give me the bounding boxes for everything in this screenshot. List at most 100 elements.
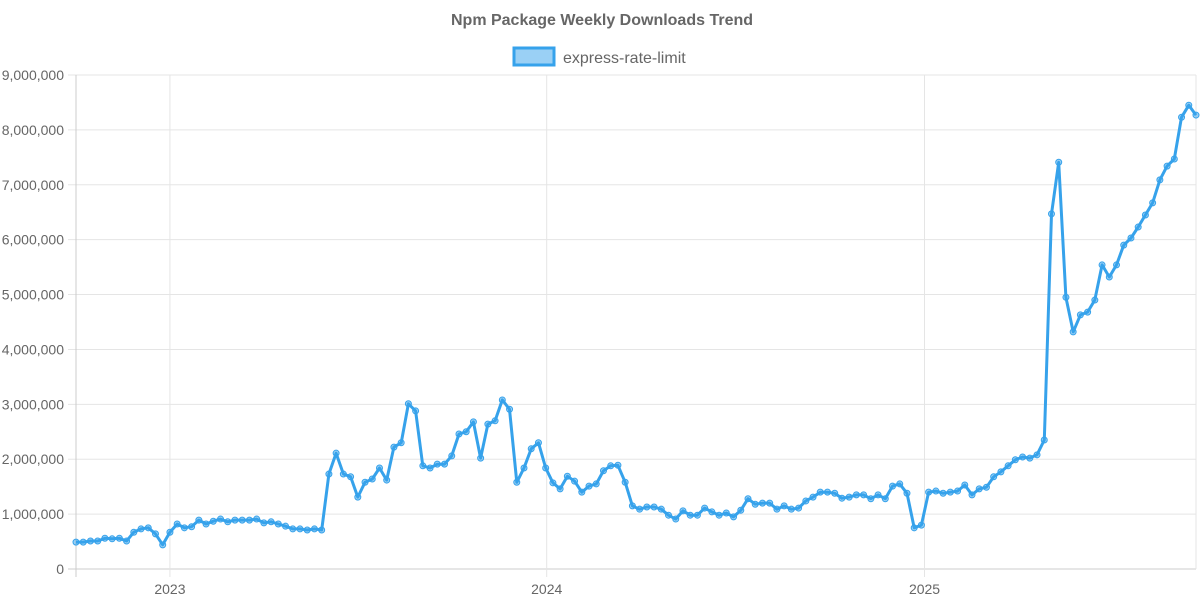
data-point[interactable] <box>650 503 658 511</box>
data-point[interactable] <box>238 516 246 524</box>
data-point[interactable] <box>354 493 362 501</box>
data-point[interactable] <box>1149 199 1157 207</box>
data-point[interactable] <box>809 493 817 501</box>
data-point[interactable] <box>318 526 326 534</box>
data-point[interactable] <box>484 420 492 428</box>
data-point[interactable] <box>715 511 723 519</box>
data-point[interactable] <box>448 452 456 460</box>
data-point[interactable] <box>115 534 123 542</box>
data-point[interactable] <box>917 521 925 529</box>
data-point[interactable] <box>513 478 521 486</box>
data-point[interactable] <box>708 508 716 516</box>
data-point[interactable] <box>730 513 738 521</box>
data-point[interactable] <box>325 470 333 478</box>
data-point[interactable] <box>1076 311 1084 319</box>
data-point[interactable] <box>816 488 824 496</box>
data-point[interactable] <box>1019 453 1027 461</box>
data-point[interactable] <box>982 483 990 491</box>
data-point[interactable] <box>1178 113 1186 121</box>
data-point[interactable] <box>643 503 651 511</box>
data-point[interactable] <box>253 515 261 523</box>
data-point[interactable] <box>282 522 290 530</box>
data-point[interactable] <box>1170 155 1178 163</box>
data-point[interactable] <box>556 485 564 493</box>
data-point[interactable] <box>1163 162 1171 170</box>
data-point[interactable] <box>751 500 759 508</box>
data-point[interactable] <box>477 454 485 462</box>
data-point[interactable] <box>563 472 571 480</box>
data-point[interactable] <box>578 488 586 496</box>
data-point[interactable] <box>954 487 962 495</box>
data-point[interactable] <box>520 464 528 472</box>
data-point[interactable] <box>202 520 210 528</box>
data-point[interactable] <box>180 524 188 532</box>
data-point[interactable] <box>469 418 477 426</box>
data-point[interactable] <box>1105 273 1113 281</box>
data-point[interactable] <box>693 511 701 519</box>
data-point[interactable] <box>310 525 318 533</box>
data-point[interactable] <box>845 493 853 501</box>
data-point[interactable] <box>390 443 398 451</box>
data-point[interactable] <box>267 518 275 526</box>
data-point[interactable] <box>1134 223 1142 231</box>
data-point[interactable] <box>773 505 781 513</box>
data-point[interactable] <box>455 430 463 438</box>
data-point[interactable] <box>795 504 803 512</box>
data-point[interactable] <box>1120 241 1128 249</box>
data-point[interactable] <box>744 495 752 503</box>
data-point[interactable] <box>1004 462 1012 470</box>
data-point[interactable] <box>571 477 579 485</box>
data-point[interactable] <box>903 489 911 497</box>
data-point[interactable] <box>498 396 506 404</box>
data-point[interactable] <box>910 524 918 532</box>
data-point[interactable] <box>968 491 976 499</box>
data-point[interactable] <box>101 534 109 542</box>
data-point[interactable] <box>397 439 405 447</box>
data-point[interactable] <box>686 511 694 519</box>
data-point[interactable] <box>347 473 355 481</box>
data-point[interactable] <box>137 525 145 533</box>
data-point[interactable] <box>1127 234 1135 242</box>
data-point[interactable] <box>188 523 196 531</box>
data-point[interactable] <box>889 482 897 490</box>
data-point[interactable] <box>231 516 239 524</box>
data-point[interactable] <box>997 468 1005 476</box>
data-point[interactable] <box>1156 176 1164 184</box>
data-point[interactable] <box>260 519 268 527</box>
data-point[interactable] <box>599 467 607 475</box>
data-point[interactable] <box>79 538 87 546</box>
data-point[interactable] <box>665 511 673 519</box>
data-point[interactable] <box>1040 436 1048 444</box>
data-point[interactable] <box>245 516 253 524</box>
data-point[interactable] <box>383 476 391 484</box>
data-point[interactable] <box>860 491 868 499</box>
data-point[interactable] <box>332 449 340 457</box>
data-point[interactable] <box>831 489 839 497</box>
data-point[interactable] <box>1141 211 1149 219</box>
legend[interactable]: express-rate-limit <box>512 46 686 67</box>
data-point[interactable] <box>939 489 947 497</box>
data-point[interactable] <box>881 495 889 503</box>
data-point[interactable] <box>838 494 846 502</box>
data-point[interactable] <box>491 417 499 425</box>
data-point[interactable] <box>932 487 940 495</box>
data-point[interactable] <box>628 502 636 510</box>
data-point[interactable] <box>867 495 875 503</box>
data-point[interactable] <box>108 535 116 543</box>
data-point[interactable] <box>361 478 369 486</box>
data-point[interactable] <box>144 524 152 532</box>
data-point[interactable] <box>224 518 232 526</box>
data-point[interactable] <box>607 462 615 470</box>
data-point[interactable] <box>86 537 94 545</box>
data-point[interactable] <box>1192 111 1200 119</box>
data-point[interactable] <box>758 499 766 507</box>
data-point[interactable] <box>166 528 174 536</box>
data-point[interactable] <box>1026 454 1034 462</box>
data-point[interactable] <box>975 485 983 493</box>
data-point[interactable] <box>195 516 203 524</box>
data-point[interactable] <box>657 505 665 513</box>
data-point[interactable] <box>1091 296 1099 304</box>
data-point[interactable] <box>151 530 159 538</box>
data-point[interactable] <box>961 481 969 489</box>
data-point[interactable] <box>946 488 954 496</box>
